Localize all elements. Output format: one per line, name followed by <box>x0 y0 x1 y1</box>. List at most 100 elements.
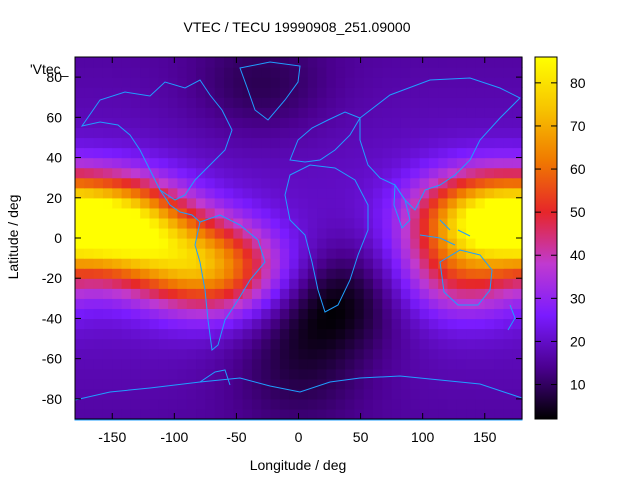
colorbar-tick-label: 80 <box>570 75 586 91</box>
heatmap-cell <box>121 248 132 259</box>
heatmap-cell <box>242 177 253 189</box>
heatmap-cell <box>102 97 113 108</box>
heatmap-cell <box>177 388 188 400</box>
heatmap-cell <box>335 378 346 390</box>
heatmap-cell <box>512 398 523 410</box>
y-tick-label: 60 <box>46 109 62 125</box>
heatmap-cell <box>168 137 179 149</box>
heatmap-cell <box>242 368 253 380</box>
heatmap-cell <box>168 127 179 139</box>
heatmap-cell <box>438 238 449 249</box>
heatmap-cell <box>84 278 95 289</box>
heatmap-cell <box>149 398 160 410</box>
heatmap-cell <box>345 308 355 320</box>
heatmap-cell <box>307 288 318 299</box>
heatmap-cell <box>307 207 318 219</box>
heatmap-cell <box>326 348 337 360</box>
heatmap-cell <box>456 177 467 189</box>
heatmap-cell <box>298 57 309 68</box>
heatmap-cell <box>512 167 523 179</box>
heatmap-cell <box>382 338 393 350</box>
heatmap-cell <box>428 278 439 289</box>
heatmap-cell <box>456 388 467 400</box>
heatmap-cell <box>345 167 355 179</box>
heatmap-cell <box>112 358 123 370</box>
heatmap-cell <box>456 207 467 219</box>
heatmap-cell <box>373 77 383 88</box>
heatmap-cell <box>261 278 272 289</box>
heatmap-cell <box>317 137 328 149</box>
heatmap-cell <box>391 248 402 259</box>
heatmap-cell <box>214 157 225 169</box>
heatmap-cell <box>84 97 95 108</box>
heatmap-cell <box>326 77 337 88</box>
heatmap-cell <box>456 298 467 309</box>
heatmap-cell <box>279 137 290 149</box>
heatmap-cell <box>102 388 113 400</box>
heatmap-cell <box>242 378 253 390</box>
heatmap-cell <box>335 187 346 199</box>
heatmap-cell <box>503 157 514 169</box>
heatmap-cell <box>112 248 123 259</box>
heatmap-cell <box>279 288 290 299</box>
coastline-new-zealand <box>507 304 516 331</box>
heatmap-cell <box>177 328 188 340</box>
heatmap-cell <box>196 378 206 390</box>
heatmap-cell <box>93 217 104 229</box>
colorbar-tick-label: 30 <box>570 290 586 306</box>
heatmap-cell <box>382 127 393 139</box>
heatmap-cell <box>503 328 514 340</box>
heatmap-cell <box>84 67 95 78</box>
heatmap-cell <box>224 288 234 299</box>
heatmap-cell <box>363 318 374 330</box>
heatmap-cell <box>130 157 141 169</box>
heatmap-cell <box>410 77 421 88</box>
heatmap-cell <box>149 318 160 330</box>
heatmap-cell <box>363 107 374 118</box>
heatmap-cell <box>335 358 346 370</box>
heatmap-cell <box>214 227 225 239</box>
heatmap-cell <box>335 338 346 350</box>
heatmap-cell <box>447 167 458 179</box>
heatmap-cell <box>354 288 365 299</box>
heatmap-cell <box>373 157 383 169</box>
heatmap-cell <box>345 288 355 299</box>
heatmap-cell <box>93 197 104 209</box>
heatmap-cell <box>400 177 411 189</box>
heatmap-cell <box>438 207 449 219</box>
heatmap-cell <box>140 308 151 320</box>
heatmap-cell <box>317 238 328 249</box>
heatmap-cell <box>130 358 141 370</box>
heatmap-cell <box>503 318 514 330</box>
x-tick-label: 100 <box>411 429 435 445</box>
heatmap-cell <box>177 227 188 239</box>
colorbar-tick-label: 70 <box>570 118 586 134</box>
heatmap-cell <box>466 268 477 279</box>
heatmap-cell <box>428 77 439 88</box>
heatmap-cell <box>186 227 197 239</box>
heatmap-cell <box>112 408 123 420</box>
heatmap-cell <box>494 157 504 169</box>
coastline-asia <box>359 77 521 211</box>
heatmap-cell <box>112 127 123 139</box>
heatmap-cell <box>75 207 85 219</box>
heatmap-cell <box>494 197 504 209</box>
heatmap-cell <box>251 268 262 279</box>
heatmap-cell <box>494 408 504 420</box>
heatmap-cell <box>428 298 439 309</box>
heatmap-cell <box>102 177 113 189</box>
heatmap-cell <box>512 408 523 420</box>
heatmap-cell <box>93 127 104 139</box>
heatmap-cell <box>484 97 495 108</box>
heatmap-cell <box>251 107 262 118</box>
colorbar-tick-label: 20 <box>570 333 586 349</box>
heatmap-cell <box>140 328 151 340</box>
heatmap-cell <box>130 167 141 179</box>
heatmap-cell <box>363 268 374 279</box>
heatmap-cell <box>205 378 216 390</box>
heatmap-cell <box>307 157 318 169</box>
heatmap-cell <box>484 318 495 330</box>
heatmap-cell <box>186 97 197 108</box>
heatmap-cell <box>121 268 132 279</box>
heatmap-cell <box>373 338 383 350</box>
